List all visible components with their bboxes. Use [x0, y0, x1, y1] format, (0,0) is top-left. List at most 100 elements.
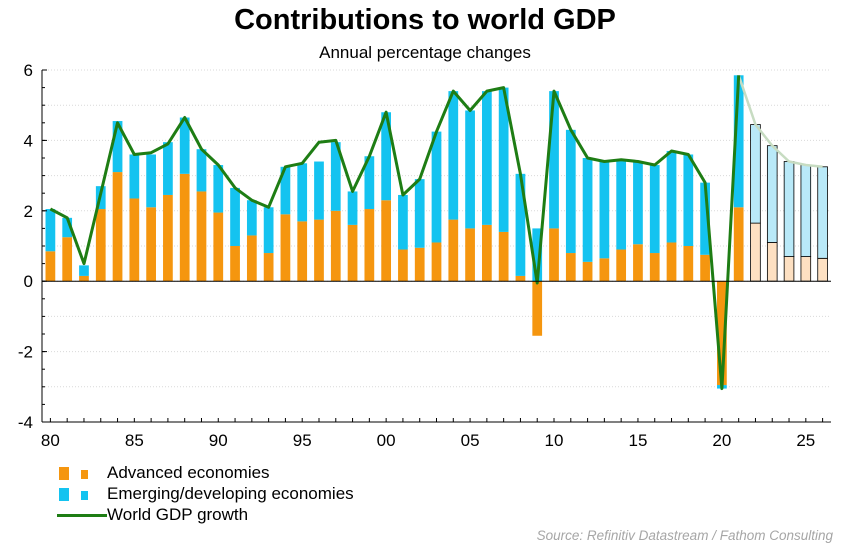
legend-swatch-advanced: [55, 464, 107, 482]
bar-advanced: [565, 253, 576, 282]
bar-advanced: [717, 281, 727, 386]
bar-emerging: [112, 121, 123, 173]
bar-emerging: [179, 117, 190, 174]
bar-emerging: [700, 182, 710, 255]
x-tick-label: 15: [628, 431, 647, 450]
bar-advanced: [112, 172, 123, 282]
x-tick-label: 85: [125, 431, 144, 450]
bar-advanced: [163, 194, 173, 282]
x-tick-label: 20: [712, 431, 731, 450]
y-tick-label: 0: [24, 272, 33, 291]
bar-advanced: [683, 246, 694, 282]
bar-emerging: [817, 166, 828, 259]
bar-emerging: [196, 149, 207, 192]
legend-item-advanced: Advanced economies: [55, 462, 354, 483]
bar-emerging: [381, 112, 392, 201]
bar-emerging: [599, 161, 610, 259]
x-tick-label: 05: [461, 431, 480, 450]
bar-emerging: [246, 200, 257, 236]
bar-advanced: [633, 244, 643, 282]
legend-label-world: World GDP growth: [107, 504, 249, 524]
bar-emerging: [481, 91, 492, 225]
bar-emerging: [364, 156, 375, 210]
x-tick-label: 95: [293, 431, 312, 450]
bar-emerging: [297, 163, 308, 222]
y-tick-label: -2: [18, 343, 33, 362]
legend-swatch-emerging: [55, 485, 107, 503]
bar-emerging: [766, 145, 778, 243]
bar-advanced: [280, 214, 291, 282]
bar-advanced: [599, 258, 610, 282]
bar-emerging: [532, 228, 543, 282]
bar-advanced: [666, 242, 677, 282]
bar-advanced: [817, 257, 828, 282]
bar-emerging: [414, 179, 425, 248]
bar-emerging: [666, 150, 677, 243]
bar-emerging: [498, 87, 509, 232]
bar-advanced: [549, 228, 559, 282]
bar-advanced: [213, 212, 224, 282]
legend-label-advanced: Advanced economies: [107, 462, 270, 482]
legend-item-emerging: Emerging/developing economies: [55, 483, 354, 504]
x-tick-label: 00: [377, 431, 396, 450]
bar-emerging: [314, 161, 324, 220]
bar-emerging: [515, 173, 526, 276]
bar-advanced: [196, 191, 207, 282]
bar-advanced: [79, 275, 89, 282]
bar-emerging: [565, 129, 576, 254]
bar-advanced: [45, 251, 56, 282]
bar-advanced: [330, 210, 341, 282]
bar-emerging: [616, 159, 627, 250]
bar-emerging: [263, 207, 274, 254]
bar-advanced: [750, 222, 761, 282]
bar-advanced: [800, 256, 812, 282]
y-tick-label: 2: [24, 202, 33, 221]
x-tick-label: 90: [209, 431, 228, 450]
bar-advanced: [414, 247, 425, 282]
x-tick-label: 25: [796, 431, 815, 450]
bar-advanced: [448, 219, 459, 282]
bar-advanced: [431, 242, 442, 282]
bar-advanced: [582, 261, 593, 282]
bar-advanced: [398, 249, 408, 282]
bar-emerging: [330, 142, 341, 211]
bar-emerging: [163, 142, 173, 195]
source-note: Source: Refinitiv Datastream / Fathom Co…: [536, 528, 833, 543]
legend-label-emerging: Emerging/developing economies: [107, 483, 354, 503]
bar-advanced: [62, 237, 73, 282]
bar-advanced: [700, 254, 710, 282]
bar-emerging: [465, 110, 475, 229]
x-tick-label: 80: [41, 431, 60, 450]
bar-advanced: [733, 207, 744, 282]
bar-advanced: [95, 209, 106, 282]
bar-advanced: [364, 209, 375, 282]
bar-advanced: [314, 219, 324, 282]
bar-emerging: [633, 161, 643, 245]
bar-emerging: [649, 165, 660, 254]
world-gdp-line: [49, 75, 741, 391]
bar-advanced: [246, 235, 257, 282]
world-gdp-forecast-line: [737, 74, 823, 169]
bar-advanced: [616, 249, 627, 282]
bar-advanced: [649, 253, 660, 282]
bar-emerging: [549, 91, 559, 229]
bar-emerging: [398, 194, 408, 250]
bar-advanced: [381, 200, 392, 282]
bar-emerging: [431, 131, 442, 243]
bar-emerging: [800, 164, 812, 257]
bar-emerging: [230, 187, 240, 246]
legend: Advanced economies Emerging/developing e…: [55, 462, 354, 525]
chart-title: Contributions to world GDP: [234, 4, 616, 36]
bar-advanced: [146, 207, 156, 282]
x-tick-label: 10: [545, 431, 564, 450]
bar-emerging: [347, 191, 358, 225]
chart-subtitle: Annual percentage changes: [319, 43, 531, 62]
bar-emerging: [280, 166, 291, 215]
bar-emerging: [582, 158, 593, 262]
bar-emerging: [79, 265, 89, 276]
bar-emerging: [733, 75, 744, 208]
bar-emerging: [783, 161, 795, 257]
bar-advanced: [347, 224, 358, 282]
bar-emerging: [45, 209, 56, 252]
